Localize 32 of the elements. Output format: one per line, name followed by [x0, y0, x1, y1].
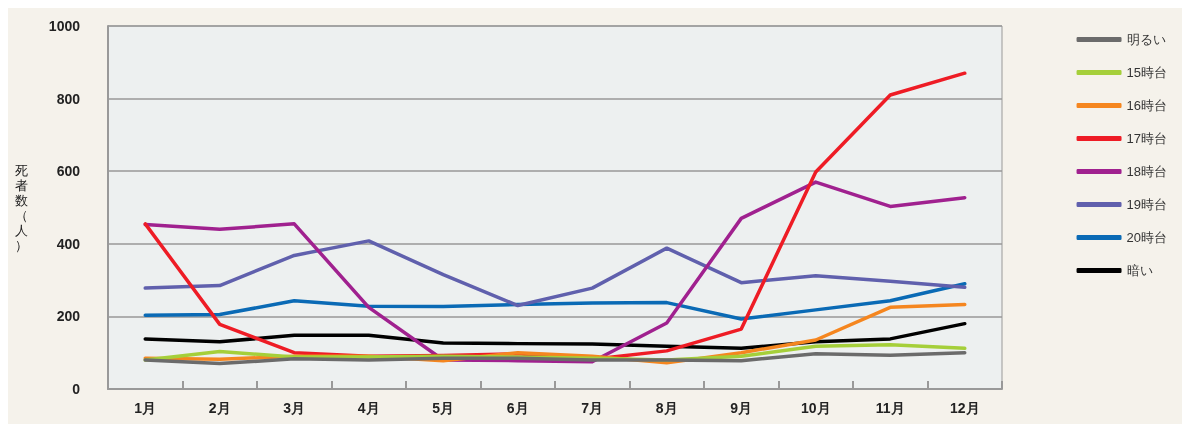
line-series [143, 321, 967, 351]
x-tick-label: 11月 [875, 400, 905, 416]
y-tick-label: 1000 [48, 18, 81, 34]
legend-label: 明るい [1126, 32, 1166, 47]
x-tick-label: 7月 [581, 400, 604, 416]
y-tick-label: 0 [72, 381, 81, 397]
line-series [143, 180, 967, 364]
line-series [143, 350, 967, 366]
x-tick-label: 3月 [283, 400, 306, 416]
legend-label: 暗い [1126, 263, 1153, 278]
legend-label: 18時台 [1126, 164, 1168, 179]
legend-label: 17時台 [1126, 131, 1168, 146]
x-tick-label: 2月 [208, 400, 231, 416]
x-tick-label: 4月 [357, 400, 380, 416]
y-tick-label: 400 [56, 235, 81, 252]
x-tick-label: 9月 [730, 400, 753, 416]
legend-label: 16時台 [1126, 98, 1168, 113]
line-series [143, 281, 967, 321]
x-tick-label: 8月 [655, 400, 678, 416]
x-tick-label: 10月 [800, 400, 831, 416]
legend-label: 19時台 [1126, 197, 1168, 212]
legend-label: 20時台 [1126, 230, 1168, 245]
y-axis-title: 死者数（人） [15, 162, 28, 253]
y-tick-label: 200 [56, 308, 81, 325]
x-tick-label: 5月 [432, 400, 455, 416]
y-tick-label: 800 [56, 90, 81, 107]
x-tick-label: 1月 [134, 400, 157, 416]
x-tick-label: 6月 [506, 400, 529, 416]
line-series [143, 239, 967, 308]
y-tick-label: 600 [56, 163, 81, 180]
legend-label: 15時台 [1126, 65, 1168, 80]
x-tick-label: 12月 [949, 400, 980, 416]
